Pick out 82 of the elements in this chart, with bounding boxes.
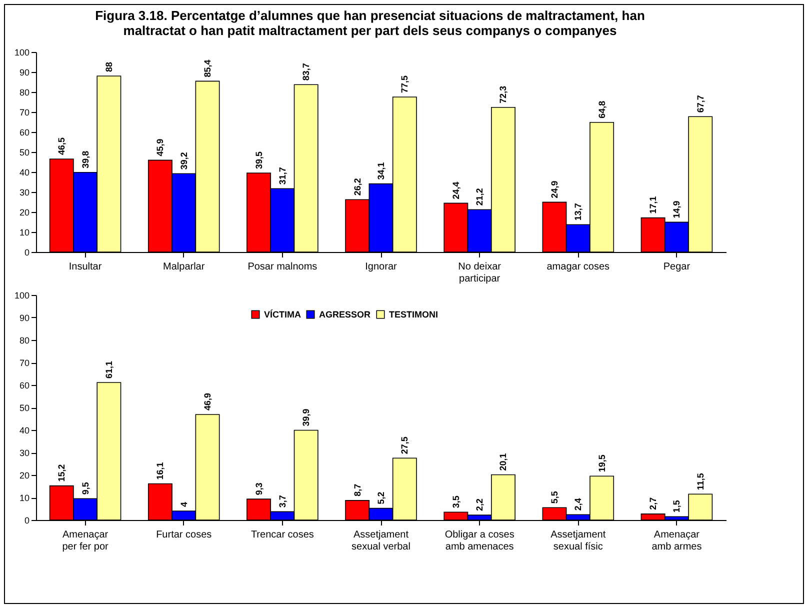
x-tick-label: Assetjament sexual físic bbox=[550, 530, 606, 552]
y-tick-label: 10 bbox=[19, 493, 30, 503]
y-tick-label: 70 bbox=[19, 358, 30, 368]
legend-label: AGRESSOR bbox=[319, 310, 372, 320]
data-label: 27,5 bbox=[400, 436, 410, 454]
x-tick-label: Posar malnoms bbox=[248, 262, 318, 272]
data-label: 9,5 bbox=[80, 482, 90, 495]
data-label: 39,8 bbox=[80, 150, 90, 168]
y-tick-label: 20 bbox=[19, 470, 30, 480]
y-tick-label: 30 bbox=[19, 448, 30, 458]
data-label: 61,1 bbox=[104, 360, 114, 379]
data-label: 9,3 bbox=[254, 482, 264, 496]
x-tick-label: Obligar a coses amb amenaces bbox=[444, 530, 514, 552]
x-tick-label: Furtar coses bbox=[156, 530, 212, 540]
data-label: 26,2 bbox=[352, 178, 362, 196]
data-label: 88 bbox=[104, 62, 114, 72]
y-tick-label: 100 bbox=[14, 48, 30, 58]
data-label: 8,7 bbox=[352, 484, 362, 496]
y-tick-label: 80 bbox=[19, 88, 30, 98]
data-label: 17,1 bbox=[648, 196, 658, 214]
data-label: 39,9 bbox=[301, 408, 312, 426]
data-label: 13,7 bbox=[573, 203, 584, 221]
y-tick-label: 0 bbox=[24, 516, 30, 526]
x-tick-label: Ignorar bbox=[365, 262, 398, 272]
data-label: 67,7 bbox=[695, 95, 706, 113]
data-label: 5,5 bbox=[549, 491, 560, 504]
data-label: 3,5 bbox=[450, 496, 461, 508]
data-label: 77,5 bbox=[400, 75, 410, 93]
x-tick-label: Trencar coses bbox=[250, 530, 314, 540]
y-tick-label: 80 bbox=[19, 336, 30, 346]
data-label: 21,2 bbox=[474, 188, 485, 206]
data-label: 19,5 bbox=[596, 454, 607, 472]
y-tick-label: 40 bbox=[19, 168, 30, 178]
data-label: 11,5 bbox=[695, 473, 706, 490]
y-tick-label: 30 bbox=[19, 188, 30, 198]
y-tick-label: 90 bbox=[19, 313, 30, 323]
data-label: 72,3 bbox=[498, 86, 508, 104]
y-tick-label: 10 bbox=[19, 228, 30, 238]
data-label: 15,2 bbox=[56, 464, 67, 482]
y-tick-label: 60 bbox=[19, 128, 30, 138]
y-tick-label: 100 bbox=[14, 290, 30, 300]
data-label: 14,9 bbox=[672, 200, 682, 218]
x-tick-label: No deixar participar bbox=[458, 262, 502, 284]
legend-label: TESTIMONI bbox=[389, 310, 438, 320]
x-tick-label: Amenaçar amb armes bbox=[652, 530, 702, 552]
data-label: 31,7 bbox=[277, 167, 288, 185]
x-tick-label: Insultar bbox=[68, 262, 102, 272]
data-label: 34,1 bbox=[376, 162, 386, 180]
data-label: 2,7 bbox=[648, 497, 658, 510]
x-tick-label: Amenaçar per fer por bbox=[62, 530, 110, 552]
data-label: 20,1 bbox=[498, 453, 508, 471]
data-label: 4 bbox=[178, 502, 189, 507]
data-label: 3,7 bbox=[277, 495, 288, 508]
data-label: 1,5 bbox=[672, 500, 682, 513]
y-tick-label: 40 bbox=[19, 426, 30, 436]
x-tick-label: Malparlar bbox=[163, 262, 206, 272]
x-tick-label: Pegar bbox=[663, 262, 691, 272]
y-tick-label: 90 bbox=[19, 68, 30, 78]
legend-label: VÍCTIMA bbox=[264, 310, 302, 320]
data-label: 16,1 bbox=[155, 462, 166, 480]
data-label: 24,9 bbox=[549, 180, 560, 198]
data-label: 45,9 bbox=[155, 138, 166, 156]
data-label: 46,9 bbox=[202, 392, 213, 410]
x-tick-label: amagar coses bbox=[546, 262, 610, 272]
data-label: 24,4 bbox=[450, 182, 461, 200]
data-label: 39,2 bbox=[178, 152, 189, 170]
y-tick-label: 60 bbox=[19, 380, 30, 390]
data-label: 46,5 bbox=[56, 137, 67, 155]
data-label: 2,4 bbox=[573, 498, 584, 511]
y-tick-label: 20 bbox=[19, 208, 30, 218]
y-tick-label: 0 bbox=[24, 248, 30, 258]
y-tick-label: 50 bbox=[19, 403, 30, 413]
data-label: 39,5 bbox=[254, 151, 264, 169]
chart-title: Figura 3.18. Percentatge d’alumnes que han presenciat situacions de maltractament, han maltractat o han patit maltractament per part dels seus companys o companyes bbox=[95, 8, 645, 38]
data-label: 85,4 bbox=[202, 60, 213, 78]
y-tick-label: 70 bbox=[19, 108, 30, 118]
x-tick-label: Assetjament sexual verbal bbox=[352, 530, 410, 552]
data-label: 83,7 bbox=[301, 63, 312, 81]
data-label: 2,2 bbox=[474, 498, 485, 512]
y-tick-label: 50 bbox=[19, 148, 30, 158]
data-label: 64,8 bbox=[596, 100, 607, 118]
data-label: 5,2 bbox=[376, 492, 386, 504]
